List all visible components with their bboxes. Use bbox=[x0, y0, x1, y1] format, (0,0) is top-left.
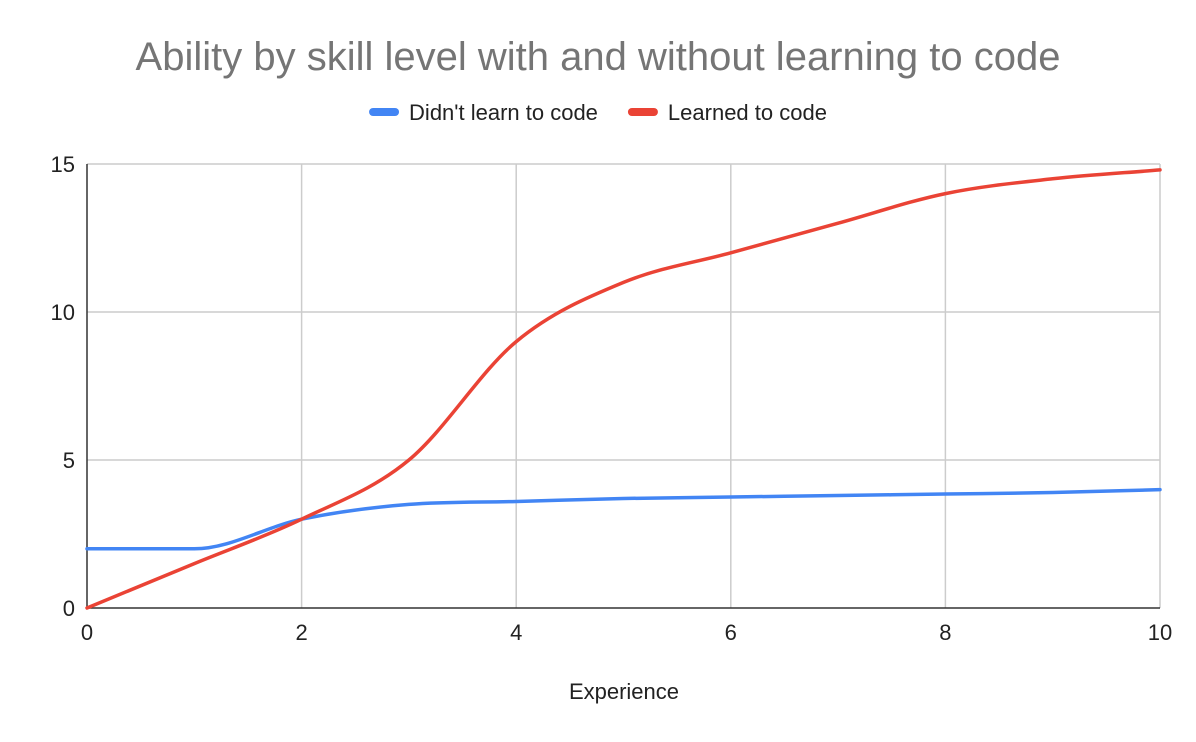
y-tick-label: 15 bbox=[51, 152, 75, 177]
x-tick-label: 0 bbox=[81, 620, 93, 645]
legend-swatch bbox=[627, 108, 658, 116]
legend-label: Learned to code bbox=[668, 100, 827, 125]
series-group bbox=[85, 168, 1162, 610]
series-line-0 bbox=[85, 487, 1162, 551]
x-tick-label: 2 bbox=[295, 620, 307, 645]
x-tick-label: 8 bbox=[939, 620, 951, 645]
legend-swatch bbox=[369, 108, 400, 116]
legend-label: Didn't learn to code bbox=[409, 100, 598, 125]
axes bbox=[86, 164, 1160, 609]
x-axis-label: Experience bbox=[569, 679, 679, 704]
x-tick-label: 6 bbox=[725, 620, 737, 645]
gridlines bbox=[87, 163, 1161, 608]
series-line-1 bbox=[85, 168, 1162, 610]
y-tick-label: 0 bbox=[63, 596, 75, 621]
x-tick-label: 4 bbox=[510, 620, 522, 645]
tick-labels: 0 2 4 6 8 10 0 5 10 15 bbox=[51, 152, 1173, 645]
legend: Didn't learn to code Learned to code bbox=[369, 100, 827, 125]
x-tick-label: 10 bbox=[1148, 620, 1172, 645]
y-tick-label: 10 bbox=[51, 300, 75, 325]
chart-title: Ability by skill level with and without … bbox=[136, 35, 1061, 79]
y-tick-label: 5 bbox=[63, 448, 75, 473]
